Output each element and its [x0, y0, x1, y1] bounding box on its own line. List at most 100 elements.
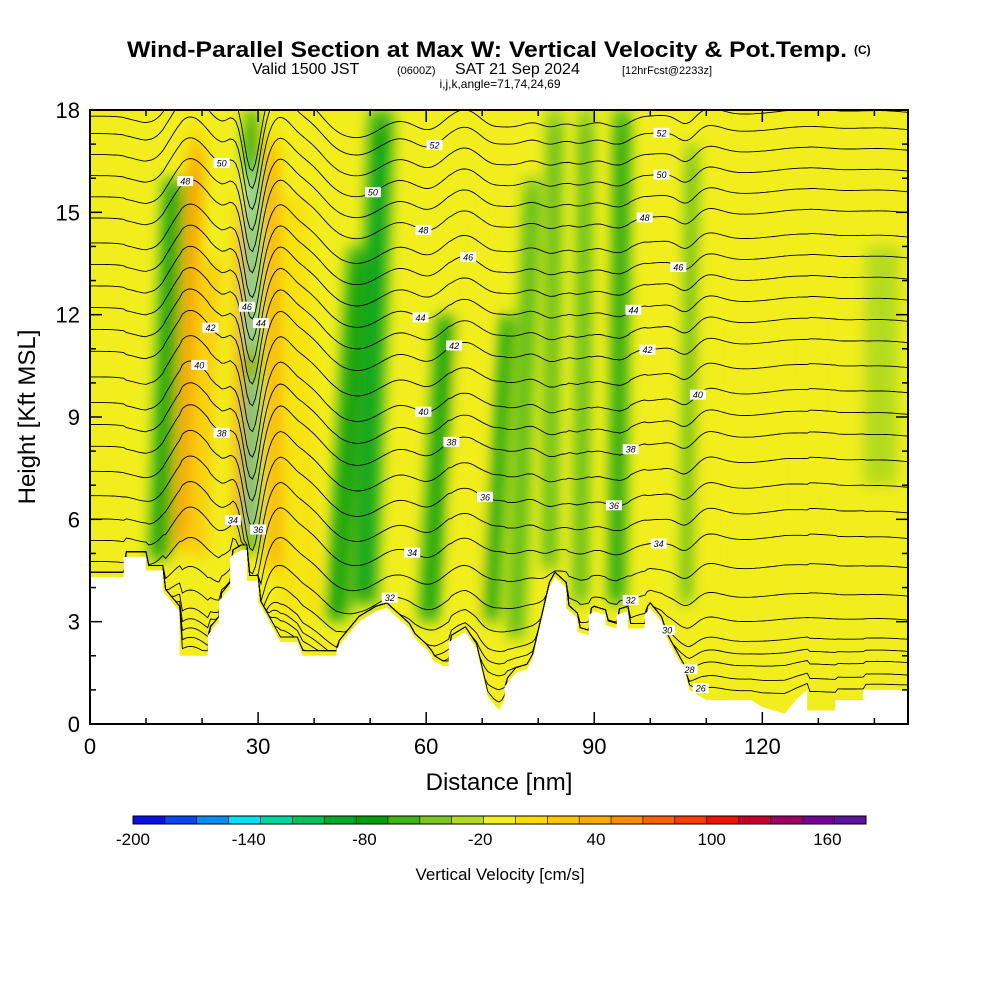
chart-title: Wind-Parallel Section at Max W: Vertical… [127, 37, 847, 62]
theta-contour [90, 506, 908, 577]
contour-label: 38 [626, 445, 636, 455]
y-tick-label: 15 [56, 200, 80, 225]
w-band [575, 129, 591, 595]
contour-label: 42 [205, 323, 215, 333]
colorbar-tick-label: -140 [232, 830, 266, 849]
y-tick-label: 9 [68, 405, 80, 430]
contour-label: 50 [217, 158, 227, 168]
colorbar-swatch [133, 816, 166, 824]
contour-label: 34 [228, 516, 238, 526]
contour-label: 42 [642, 345, 652, 355]
subtitle-valid: Valid 1500 JST [252, 61, 360, 78]
theta-contour [90, 116, 908, 211]
y-tick-label: 0 [68, 712, 80, 737]
contour-label: 52 [430, 140, 440, 150]
terrain [90, 550, 908, 724]
theta-contour [90, 429, 908, 527]
colorbar-swatch [642, 816, 676, 824]
y-tick-label: 18 [56, 98, 80, 123]
contour-label-box [186, 92, 202, 102]
contour-label-box [177, 176, 194, 187]
contour-label: 32 [626, 595, 636, 605]
contour-label-box [191, 359, 208, 370]
subtitle-date: SAT 21 Sep 2024 [455, 61, 580, 78]
theta-contour [90, 455, 908, 552]
w-band [485, 326, 513, 616]
contour-label-box [443, 436, 460, 447]
contour-label-box [622, 444, 639, 455]
x-tick-label: 120 [744, 734, 781, 759]
w-band [192, 259, 221, 558]
contour-label: 42 [449, 341, 459, 351]
colorbar-label: Vertical Velocity [cm/s] [415, 865, 584, 884]
w-band [611, 129, 628, 595]
colorbar-swatch [228, 816, 261, 824]
y-tick-label: 3 [68, 610, 80, 635]
contour-label-box [238, 301, 255, 312]
contour-label-box [689, 389, 706, 400]
contour-label: 48 [180, 177, 190, 187]
contour-label: 36 [253, 525, 263, 535]
contour-label: 38 [217, 428, 227, 438]
colorbar-swatch [770, 816, 803, 824]
colorbar-swatch [834, 816, 867, 824]
colorbar-swatch [706, 816, 739, 824]
contour-label: 30 [662, 626, 672, 636]
w-band [510, 196, 538, 630]
theta-contour [90, 309, 908, 407]
contour-label: 28 [683, 665, 694, 675]
colorbar-swatch [387, 816, 421, 824]
contour-label-box [625, 304, 642, 315]
contour-label-box [681, 664, 698, 675]
theta-contour [90, 110, 908, 172]
colorbar-tick-label: 160 [813, 830, 841, 849]
w-band [329, 261, 366, 615]
contour-label: 50 [656, 170, 666, 180]
contour-label-box [381, 592, 398, 603]
w-band [544, 128, 560, 562]
theta-contour [90, 288, 908, 385]
subtitle-forecast: [12hrFcst@2233z] [622, 65, 712, 77]
w-band [790, 246, 827, 520]
contour-label-box [415, 406, 432, 417]
colorbar-swatch [292, 816, 325, 824]
contour-label-box [404, 547, 421, 558]
colorbar-tick-label: -200 [116, 830, 150, 849]
colorbar-swatch [419, 816, 452, 824]
theta-contour [90, 481, 908, 575]
contour-label: 50 [368, 188, 378, 198]
w-band [700, 246, 724, 622]
w-band [422, 326, 452, 616]
contour-label-box [692, 683, 709, 694]
contour-label: 46 [673, 263, 683, 273]
colorbar-swatch [260, 816, 293, 824]
colorbar-swatch [324, 816, 357, 824]
w-band [359, 149, 387, 585]
contour-label-box [476, 491, 493, 502]
contour-label-box [250, 524, 267, 535]
colorbar-swatch [164, 816, 198, 824]
colorbar-swatch [611, 816, 644, 824]
colorbar-swatch [356, 816, 389, 824]
colorbar-swatch [451, 816, 484, 824]
contour-label-box [622, 594, 639, 605]
theta-contour [90, 544, 908, 615]
y-tick-label: 12 [56, 303, 80, 328]
contour-label-box [659, 625, 676, 636]
w-band [250, 388, 255, 527]
colorbar-swatch [483, 816, 516, 824]
contour-labels: 52 50 48 46 44 42 40 38 36 34 52 50 48 46 44 42 40 38 36 34… [177, 92, 709, 694]
contour-label: 40 [418, 407, 428, 417]
theta-contour [90, 224, 908, 320]
contour-label-box [670, 262, 687, 273]
contour-label: 52 [189, 92, 199, 102]
colorbar-swatch [738, 816, 771, 824]
contour-label-box [213, 157, 230, 168]
theta-contour [90, 158, 908, 253]
w-band [454, 178, 488, 639]
contour-label-box [605, 500, 622, 511]
contour-label: 46 [242, 302, 252, 312]
colorbar-tick-label: 100 [697, 830, 725, 849]
colorbar-swatch [515, 816, 548, 824]
